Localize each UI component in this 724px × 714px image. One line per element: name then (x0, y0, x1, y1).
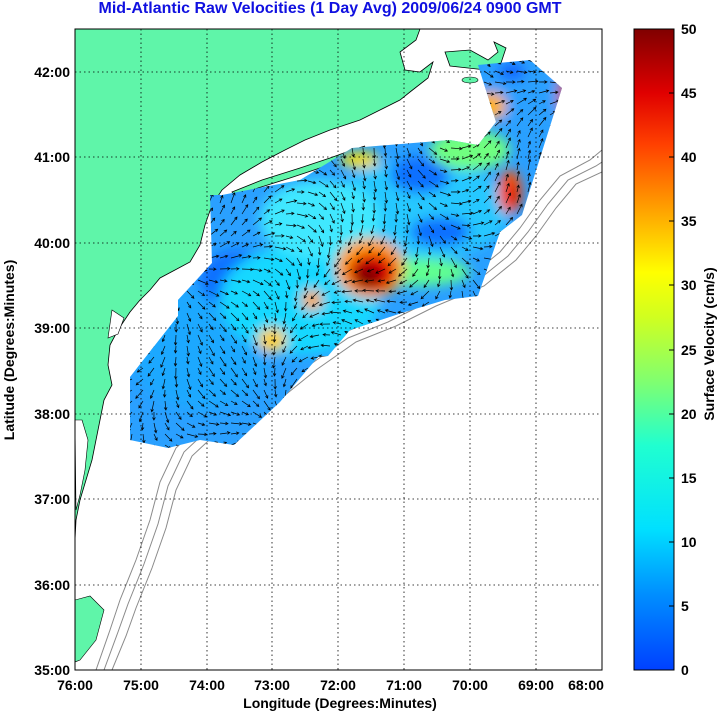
plot-frame (74, 28, 603, 671)
y-tick: 35:00 (34, 662, 70, 678)
x-tick: 74:00 (189, 677, 225, 693)
colorbar-tick: 5 (681, 598, 689, 614)
y-tick: 38:00 (34, 406, 70, 422)
x-tick: 72:00 (320, 677, 356, 693)
colorbar-tick: 35 (681, 213, 697, 229)
x-tick: 71:00 (386, 677, 422, 693)
land-outer-banks (75, 595, 105, 663)
land-cape-cod (444, 41, 507, 71)
x-axis-label: Longitude (Degrees:Minutes) (243, 695, 437, 711)
colorbar-tick: 0 (681, 662, 689, 678)
x-tick: 69:00 (518, 677, 554, 693)
y-tick: 42:00 (34, 64, 70, 80)
x-tick: 73:00 (254, 677, 290, 693)
x-tick: 75:00 (123, 677, 159, 693)
y-tick: 41:00 (34, 149, 70, 165)
x-tick: 76:00 (57, 677, 93, 693)
y-axis-label: Latitude (Degrees:Minutes) (1, 260, 17, 440)
colorbar-tick: 50 (681, 21, 697, 37)
y-tick: 39:00 (34, 320, 70, 336)
colorbar-ticks (669, 92, 674, 607)
chart-title: Mid-Atlantic Raw Velocities (1 Day Avg) … (98, 0, 562, 17)
y-tick-labels: 42:00 41:00 40:00 39:00 38:00 37:00 36:0… (34, 64, 70, 678)
colorbar-tick: 30 (681, 277, 697, 293)
y-tick: 36:00 (34, 577, 70, 593)
colorbar-tick: 40 (681, 149, 697, 165)
land-mainland (75, 29, 434, 541)
colorbar-tick-labels: 50 45 40 35 30 25 20 15 10 5 0 (681, 21, 697, 678)
y-tick: 40:00 (34, 235, 70, 251)
y-tick: 37:00 (34, 491, 70, 507)
x-tick: 68:00 (568, 677, 604, 693)
colorbar (633, 28, 675, 671)
colorbar-tick: 20 (681, 406, 697, 422)
x-tick-labels: 76:00 75:00 74:00 73:00 72:00 71:00 70:0… (57, 677, 604, 693)
colorbar-tick: 45 (681, 85, 697, 101)
colorbar-tick: 15 (681, 470, 697, 486)
x-tick: 70:00 (452, 677, 488, 693)
colorbar-tick: 10 (681, 534, 697, 550)
colorbar-tick: 25 (681, 342, 697, 358)
chesapeake-bay (75, 419, 89, 511)
colorbar-label: Surface Velocity (cm/s) (701, 267, 717, 420)
grid-lines (75, 29, 602, 670)
delaware-bay (107, 309, 125, 339)
